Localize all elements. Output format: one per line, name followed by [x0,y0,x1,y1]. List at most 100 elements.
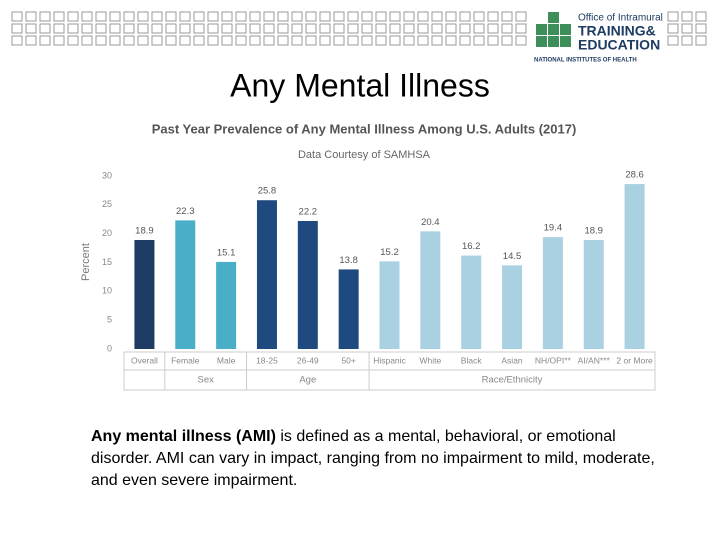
deco-square [151,23,163,34]
deco-square [263,23,275,34]
bar [461,255,482,349]
deco-square [25,23,37,34]
deco-square [291,35,303,46]
deco-square [179,35,191,46]
deco-square [11,23,23,34]
deco-square [277,35,289,46]
logo-square [548,36,559,47]
data-label: 16.2 [462,241,481,252]
logo-square [548,24,559,35]
deco-square [333,35,345,46]
x-tick-label: Black [461,355,483,365]
deco-square [207,23,219,34]
deco-square [39,11,51,22]
data-label: 25.8 [258,186,277,197]
y-axis-label: Percent [80,243,92,281]
deco-square [445,11,457,22]
deco-square [137,11,149,22]
deco-square [109,23,121,34]
logo-square [536,24,547,35]
data-label: 18.9 [135,226,154,237]
deco-square [403,35,415,46]
x-tick-label: 50+ [341,355,355,365]
bar [420,231,441,349]
deco-square [417,11,429,22]
deco-square [11,11,23,22]
deco-square [263,35,275,46]
deco-square [81,11,93,22]
deco-square [333,11,345,22]
chart-subtitle: Data Courtesy of SAMHSA [298,149,431,161]
y-tick-label: 20 [102,228,112,238]
data-label: 14.5 [503,251,522,262]
y-tick-label: 30 [102,170,112,180]
deco-square [95,35,107,46]
deco-square [53,23,65,34]
deco-square [277,23,289,34]
deco-square [431,35,443,46]
deco-square [459,23,471,34]
logo-line: Office of Intramural [578,13,663,24]
deco-square [389,11,401,22]
deco-square [487,23,499,34]
logo-line: TRAINING& [578,23,656,39]
deco-square [291,23,303,34]
data-label: 19.4 [544,223,563,234]
deco-square [235,11,247,22]
deco-square [695,11,707,22]
x-tick-label: Male [217,355,236,365]
deco-square [221,11,233,22]
deco-square [319,23,331,34]
bar [134,240,155,349]
deco-square [81,23,93,34]
deco-square [375,23,387,34]
deco-square [39,23,51,34]
deco-square [361,23,373,34]
y-tick-label: 15 [102,257,112,267]
deco-square [123,23,135,34]
bar [542,237,563,349]
body-bold: Any mental illness (AMI) [91,428,276,445]
y-tick-label: 10 [102,286,112,296]
deco-square [501,35,513,46]
bar [502,265,523,349]
logo-square [560,24,571,35]
deco-square [235,23,247,34]
deco-square [667,11,679,22]
deco-square [305,35,317,46]
deco-square [695,35,707,46]
deco-square [263,11,275,22]
logo-square [560,36,571,47]
deco-square [501,23,513,34]
group-label: Age [299,375,316,386]
deco-square [123,11,135,22]
deco-square [249,23,261,34]
deco-square [459,11,471,22]
x-tick-label: 26-49 [297,355,319,365]
deco-square [305,11,317,22]
deco-square [193,11,205,22]
bar [256,200,277,349]
deco-square [67,11,79,22]
deco-square [67,35,79,46]
deco-square [305,23,317,34]
deco-square [291,11,303,22]
deco-square [445,35,457,46]
deco-square [67,23,79,34]
x-tick-label: Hispanic [373,355,406,365]
body-text: is defined as a mental, behavioral, or e… [91,428,655,489]
deco-square [403,11,415,22]
deco-square [487,35,499,46]
deco-square [151,35,163,46]
deco-square [473,35,485,46]
deco-square [667,35,679,46]
data-label: 13.8 [339,255,358,266]
x-tick-label: 2 or More [616,355,653,365]
deco-square [137,35,149,46]
data-label: 22.3 [176,206,195,217]
chart-title: Past Year Prevalence of Any Mental Illne… [152,121,577,136]
deco-square [53,35,65,46]
deco-square [81,35,93,46]
bar [216,261,237,349]
